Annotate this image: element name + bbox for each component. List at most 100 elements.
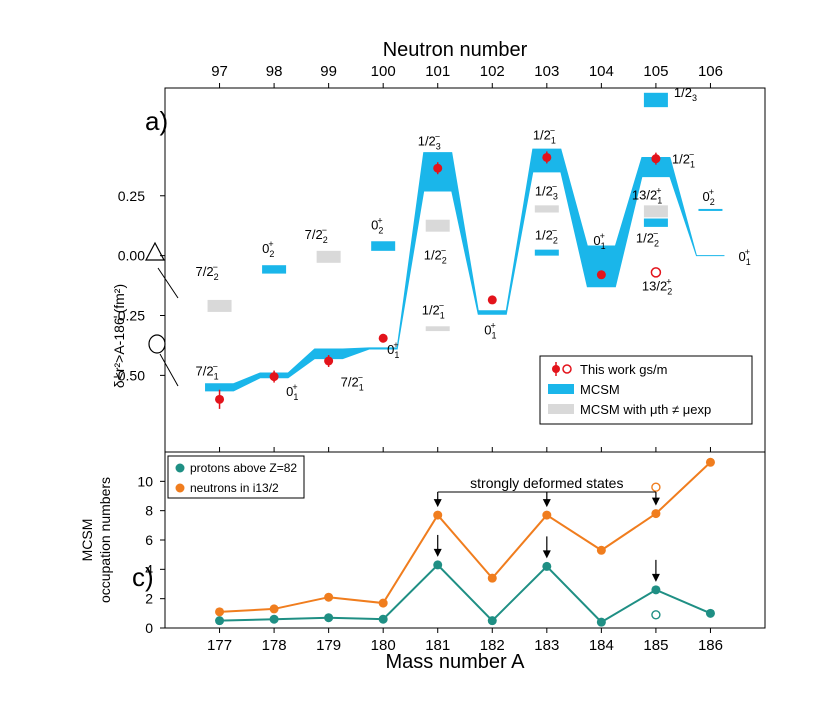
- x-tick-label: 186: [698, 637, 723, 654]
- neutron-tick-label: 99: [320, 63, 337, 80]
- series-point: [596, 545, 606, 555]
- y-tick-label: -0.50: [113, 367, 145, 383]
- mcsm-level: [534, 249, 559, 256]
- mcsm-level-label: 02+: [702, 187, 714, 207]
- mcsm-mismatch-label: 13/21+: [632, 185, 662, 205]
- mcsm-mismatch-level: [425, 219, 450, 232]
- y-tick-label: 6: [145, 532, 153, 548]
- state-label: 01+: [484, 321, 496, 341]
- top-axis-title: Neutron number: [383, 39, 528, 61]
- mcsm-mismatch-level: [643, 205, 668, 218]
- series-point: [487, 573, 497, 583]
- state-label: 01+: [286, 382, 298, 402]
- neutron-tick-label: 104: [589, 63, 614, 80]
- top-legend: This work gs/m MCSM MCSM with μth ≠ μexp: [539, 355, 753, 425]
- arrow-head-icon: [651, 573, 660, 582]
- x-tick-label: 179: [316, 637, 341, 654]
- prolate-shape-triangle-icon: [145, 241, 165, 261]
- state-label: 1/21−: [672, 149, 695, 169]
- mcsm-level: [643, 218, 668, 227]
- mcsm-mismatch-level: [316, 250, 341, 263]
- bottom-legend: protons above Z=82 neutrons in i13/2: [167, 455, 305, 499]
- mcsm-level: [371, 241, 396, 251]
- state-label: 1/23−: [418, 131, 441, 151]
- mcsm-mismatch-label: 1/22−: [424, 246, 447, 266]
- data-point: [651, 154, 661, 164]
- series-point: [269, 614, 279, 624]
- mcsm-level: [262, 265, 287, 274]
- data-point: [324, 356, 334, 366]
- x-tick-label: 185: [643, 637, 668, 654]
- series-point: [542, 561, 552, 571]
- y-tick-label: 0.00: [118, 248, 145, 264]
- series-point: [596, 617, 606, 627]
- legend-mcsm-swatch: [548, 384, 574, 394]
- arrow-head-icon: [651, 497, 660, 506]
- mcsm-level-label: 02+: [262, 239, 274, 259]
- series-point: [269, 604, 279, 614]
- top-legend-frame: [539, 355, 753, 425]
- data-point: [433, 163, 443, 173]
- arrow-head-icon: [542, 499, 551, 508]
- neutron-tick-label: 100: [371, 63, 396, 80]
- mcsm-mismatch-level: [425, 326, 450, 332]
- arrow-head-icon: [433, 499, 442, 508]
- state-label: 1/21−: [533, 125, 556, 145]
- series-point: [433, 560, 443, 570]
- x-tick-label: 180: [371, 637, 396, 654]
- data-point: [487, 295, 497, 305]
- y-tick-label: 0.25: [118, 188, 145, 204]
- legend-mismatch-swatch: [548, 404, 574, 414]
- isomer-point: [650, 267, 662, 278]
- bottom-legend-frame: [167, 455, 305, 499]
- x-tick-label: 183: [534, 637, 559, 654]
- panel-a-label: a): [145, 106, 168, 136]
- y-tick-label: 8: [145, 503, 153, 519]
- open-marker: [651, 482, 661, 492]
- state-label: 01+: [738, 247, 750, 267]
- neutron-tick-label: 97: [211, 63, 228, 80]
- series-point: [651, 509, 661, 519]
- series-point: [215, 616, 225, 626]
- legend-neutrons-icon: [175, 483, 185, 493]
- state-label: 01+: [387, 340, 399, 360]
- mcsm-level-label: 02+: [371, 215, 383, 235]
- series-point: [433, 510, 443, 520]
- data-point: [542, 152, 552, 162]
- mcsm-mismatch-level: [534, 205, 559, 213]
- bottom-axis-title: Mass number A: [386, 651, 526, 673]
- series-line: [219, 563, 711, 624]
- legend-label-mismatch: MCSM with μth ≠ μexp: [580, 402, 711, 417]
- x-tick-label: 184: [589, 637, 614, 654]
- arrow-head-icon: [433, 548, 442, 557]
- annotation-text: strongly deformed states: [470, 475, 623, 491]
- legend-label-neutrons: neutrons in i13/2: [190, 481, 279, 495]
- open-marker: [651, 610, 661, 620]
- spherical-shape-circle-icon: [148, 334, 166, 354]
- neutron-tick-label: 102: [480, 63, 505, 80]
- neutron-tick-label: 106: [698, 63, 723, 80]
- series-point: [487, 616, 497, 626]
- legend-data-open-icon: [562, 364, 572, 374]
- y-tick-label: 2: [145, 591, 153, 607]
- data-point: [215, 394, 225, 404]
- shape-pointer-line: [157, 267, 179, 299]
- state-label: 01+: [593, 231, 605, 251]
- mcsm-mismatch-level: [207, 299, 232, 312]
- data-point: [596, 270, 606, 280]
- x-tick-label: 178: [262, 637, 287, 654]
- state-label: 7/21−: [196, 361, 219, 381]
- x-tick-label: 181: [425, 637, 450, 654]
- panel-a-y-axis-label: δ<r²>A-186 (fm²): [111, 284, 127, 388]
- panel-c-y-axis-label: MCSM occupation numbers: [79, 477, 113, 603]
- series-point: [651, 585, 661, 595]
- legend-label-data: This work gs/m: [580, 362, 667, 377]
- mcsm-level-label: 1/22−: [636, 229, 659, 249]
- state-label: 7/21−: [341, 373, 364, 393]
- series-point: [324, 613, 334, 623]
- neutron-tick-label: 103: [534, 63, 559, 80]
- series-line: [219, 461, 712, 613]
- mcsm-mismatch-label: 1/21−: [422, 300, 445, 320]
- neutron-tick-label: 98: [266, 63, 283, 80]
